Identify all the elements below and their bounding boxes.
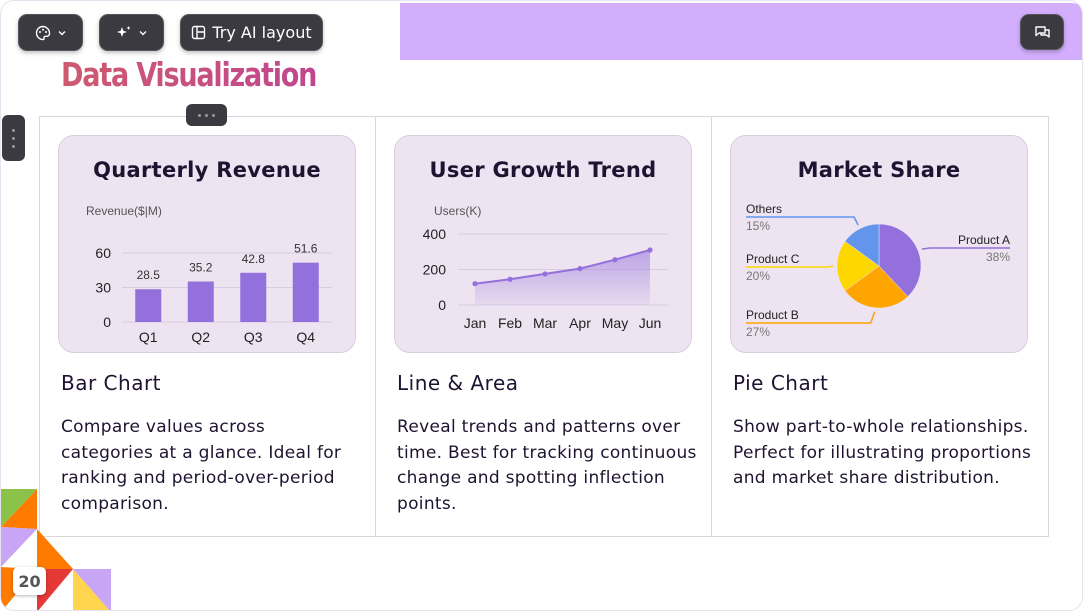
- column-line-chart[interactable]: User Growth Trend Users(K) 400 200 0 Jan Feb M…: [376, 117, 712, 536]
- data-point: [577, 266, 583, 272]
- column-heading[interactable]: Bar Chart: [61, 371, 162, 395]
- palette-icon: [35, 25, 50, 40]
- slice-percent-label: 38%: [986, 250, 1010, 264]
- data-point: [507, 276, 513, 282]
- column-heading[interactable]: Line & Area: [397, 371, 519, 395]
- bar: [135, 289, 162, 322]
- ai-magic-button[interactable]: [99, 14, 164, 51]
- pie-slice: [844, 223, 880, 267]
- chart-title: Market Share: [797, 158, 961, 182]
- bar-chart-card: Quarterly Revenue Revenue($|M) 60 30 0 28.5 Q…: [58, 135, 356, 353]
- pie-slice: [878, 223, 922, 297]
- column-description[interactable]: Show part-to-whole relationships. Perfec…: [733, 417, 1032, 488]
- line-chart: Users(K) 400 200 0 Jan Feb Mar Apr May Jun: [423, 204, 668, 331]
- data-label: 51.6: [294, 242, 318, 256]
- data-label: 28.5: [137, 268, 161, 282]
- y-axis-label: Users(K): [434, 204, 481, 218]
- accent-band: [400, 3, 1082, 60]
- y-tick-label: 0: [438, 297, 446, 313]
- x-tick-label: Q3: [244, 329, 263, 345]
- x-tick-label: Apr: [569, 315, 591, 331]
- leader-line: [746, 311, 876, 324]
- column-description[interactable]: Reveal trends and patterns over time. Be…: [397, 417, 697, 514]
- x-tick-label: Q2: [191, 329, 210, 345]
- y-tick-label: 200: [423, 262, 447, 278]
- y-tick-label: 400: [423, 226, 447, 242]
- comments-button[interactable]: [1020, 14, 1064, 50]
- leader-line: [746, 216, 859, 226]
- pie-chart-card: Market Share Product A 38% Product B 27% Pro…: [730, 135, 1028, 353]
- bar-chart: Revenue($|M) 60 30 0 28.5 Q1 35.2 Q2 42.8 Q3 51.6 Q…: [86, 204, 332, 345]
- chevron-down-icon: [139, 30, 146, 35]
- data-point: [647, 247, 653, 253]
- chart-title: Quarterly Revenue: [93, 158, 321, 182]
- leader-line: [746, 265, 834, 268]
- pie-chart: Product A 38% Product B 27% Product C 20% Othe…: [746, 202, 1010, 339]
- slice-name-label: Product A: [958, 233, 1010, 247]
- slice-percent-label: 15%: [746, 219, 770, 233]
- y-tick-label: 60: [95, 245, 111, 261]
- try-ai-layout-button[interactable]: Try AI layout: [180, 14, 323, 51]
- slice-name-label: Others: [746, 202, 782, 216]
- column-heading[interactable]: Pie Chart: [733, 371, 829, 395]
- cards-container[interactable]: Quarterly Revenue Revenue($|M) 60 30 0 28.5 Q…: [39, 116, 1049, 537]
- x-tick-label: Q1: [139, 329, 158, 345]
- slice-name-label: Product C: [746, 252, 800, 266]
- line-chart-card: User Growth Trend Users(K) 400 200 0 Jan Feb M…: [394, 135, 692, 353]
- column-bar-chart[interactable]: Quarterly Revenue Revenue($|M) 60 30 0 28.5 Q…: [40, 117, 376, 536]
- bar: [240, 272, 267, 322]
- theme-palette-button[interactable]: [18, 14, 83, 51]
- data-label: 42.8: [242, 252, 266, 266]
- series-line: [474, 249, 651, 285]
- area-fill: [475, 250, 650, 305]
- slice-name-label: Product B: [746, 308, 799, 322]
- data-point: [612, 257, 618, 263]
- drag-handle-top[interactable]: [186, 104, 227, 126]
- slide-title[interactable]: Data Visualization: [61, 55, 317, 94]
- x-tick-label: Mar: [533, 315, 557, 331]
- comment-icon: [1034, 25, 1050, 38]
- pie-slice: [836, 240, 880, 292]
- y-tick-label: 30: [95, 280, 111, 296]
- page-number: 20: [13, 567, 46, 595]
- column-description[interactable]: Compare values across categories at a gl…: [61, 417, 342, 514]
- bar: [187, 281, 214, 322]
- x-tick-label: May: [602, 315, 628, 331]
- chart-title: User Growth Trend: [429, 158, 657, 182]
- ai-layout-label: Try AI layout: [212, 23, 312, 42]
- sparkle-icon: [116, 25, 130, 37]
- layout-icon: [192, 25, 206, 40]
- y-tick-label: 0: [103, 314, 111, 330]
- x-tick-label: Jan: [464, 315, 487, 331]
- slice-percent-label: 27%: [746, 325, 770, 339]
- y-axis-label: Revenue($|M): [86, 204, 162, 218]
- slice-percent-label: 20%: [746, 269, 770, 283]
- leader-line: [921, 247, 1010, 250]
- x-tick-label: Jun: [639, 315, 662, 331]
- bar: [292, 262, 319, 322]
- chevron-down-icon: [58, 30, 65, 35]
- data-point: [472, 281, 478, 287]
- drag-handle-side[interactable]: [2, 115, 25, 161]
- x-tick-label: Q4: [296, 329, 315, 345]
- pie-slice: [844, 265, 909, 309]
- data-point: [542, 271, 548, 277]
- data-label: 35.2: [189, 261, 213, 275]
- column-pie-chart[interactable]: Market Share Product A 38% Product B 27% Pro…: [712, 117, 1047, 536]
- x-tick-label: Feb: [498, 315, 522, 331]
